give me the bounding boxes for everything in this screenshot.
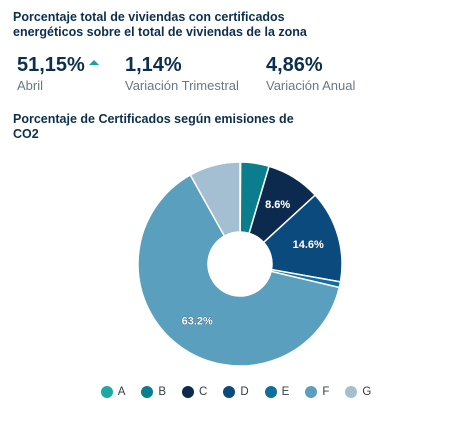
kpi-current-value: 51,15% bbox=[17, 54, 85, 76]
kpi-annual-value: 4,86% bbox=[266, 54, 323, 76]
legend-item-f[interactable]: F bbox=[305, 386, 329, 398]
legend-swatch-f bbox=[305, 386, 318, 398]
legend-item-b[interactable]: B bbox=[141, 386, 166, 398]
legend-label-c: C bbox=[199, 386, 208, 398]
legend-label-e: E bbox=[281, 386, 290, 398]
kpi-quarterly-label: Variación Trimestral bbox=[125, 78, 239, 93]
data-label-d: 14.6% bbox=[293, 239, 324, 251]
legend-swatch-b bbox=[141, 386, 154, 398]
legend-label-a: A bbox=[117, 386, 126, 398]
chart-title: Porcentaje de Certificados según emision… bbox=[13, 112, 294, 141]
legend-label-f: F bbox=[322, 386, 330, 398]
legend-label-g: G bbox=[362, 386, 372, 398]
legend-label-d: D bbox=[240, 386, 249, 398]
legend-item-d[interactable]: D bbox=[223, 386, 249, 398]
kpi-quarterly: 1,14% Variación Trimestral bbox=[125, 53, 239, 94]
legend-item-g[interactable]: G bbox=[345, 386, 371, 398]
legend-item-a[interactable]: A bbox=[100, 386, 126, 398]
legend-swatch-d bbox=[223, 386, 236, 398]
chart-legend: A B C D E F G bbox=[0, 386, 472, 398]
kpi-quarterly-value: 1,14% bbox=[125, 54, 182, 76]
slice-f[interactable] bbox=[137, 173, 341, 367]
kpi-annual: 4,86% Variación Anual bbox=[266, 53, 355, 94]
trend-up-icon bbox=[88, 59, 99, 65]
slice-d[interactable] bbox=[262, 194, 343, 283]
legend-swatch-g bbox=[345, 386, 358, 398]
slice-g[interactable] bbox=[189, 161, 241, 238]
legend-swatch-a bbox=[100, 386, 113, 398]
page-title: Porcentaje total de viviendas con certif… bbox=[13, 10, 307, 39]
kpi-current-label: Abril bbox=[17, 78, 44, 93]
kpi-annual-label: Variación Anual bbox=[266, 78, 356, 93]
legend-item-c[interactable]: C bbox=[182, 386, 207, 398]
data-label-c: 8.6% bbox=[265, 199, 290, 211]
legend-swatch-c bbox=[182, 386, 195, 398]
kpi-current: 51,15% Abril bbox=[17, 53, 99, 94]
legend-label-b: B bbox=[158, 386, 167, 398]
legend-swatch-e bbox=[264, 386, 277, 398]
legend-item-e[interactable]: E bbox=[264, 386, 290, 398]
data-label-f: 63.2% bbox=[182, 316, 213, 328]
